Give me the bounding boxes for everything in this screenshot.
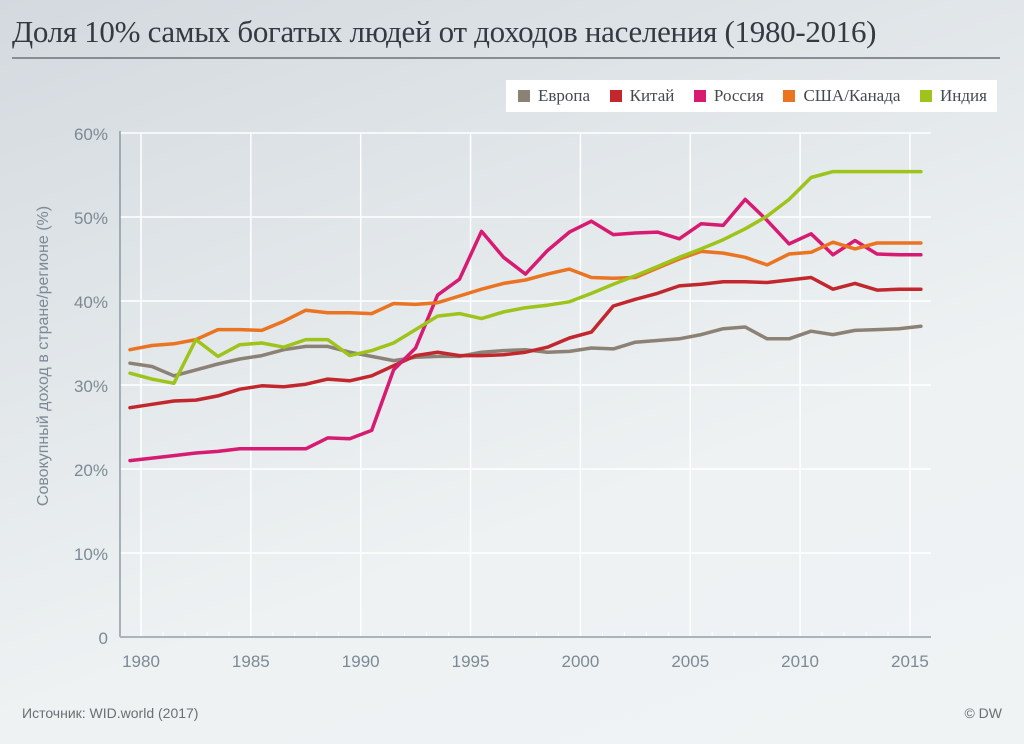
chart-title: Доля 10% самых богатых людей от доходов … [12, 14, 877, 49]
legend-label: Индия [940, 86, 987, 105]
legend-item: Европа [518, 86, 590, 106]
x-tick-label: 1980 [122, 652, 160, 671]
title-underline [12, 57, 1000, 59]
y-tick-label: 60% [74, 125, 108, 144]
x-tick-label: 1990 [342, 652, 380, 671]
y-axis-label: Совокупный доход в стране/регионе (%) [35, 205, 52, 507]
legend: Европа Китай Россия США/Канада Индия [506, 80, 997, 112]
series-line-usa-canada [128, 240, 923, 352]
x-tick-label: 1985 [232, 652, 270, 671]
series-line-india [128, 169, 923, 386]
x-tick-label: 1995 [452, 652, 490, 671]
legend-item: Индия [920, 86, 987, 106]
y-tick-label: 0 [99, 629, 108, 648]
y-tick-label: 10% [74, 545, 108, 564]
y-tick-label: 30% [74, 377, 108, 396]
legend-label: США/Канада [803, 86, 901, 105]
x-tick-label: 2005 [671, 652, 709, 671]
y-tick-label: 40% [74, 293, 108, 312]
legend-swatch [693, 90, 706, 102]
series-line-europe [128, 324, 923, 378]
y-tick-label: 50% [74, 209, 108, 228]
legend-label: Китай [629, 86, 675, 105]
credit: © DW [964, 705, 1002, 721]
legend-swatch [920, 90, 932, 102]
legend-label: Россия [713, 86, 764, 105]
source-note: Источник: WID.world (2017) [22, 705, 199, 721]
legend-item: США/Канада [783, 86, 900, 106]
x-tick-label: 2015 [891, 652, 929, 671]
legend-item: Китай [609, 86, 675, 106]
x-tick-label: 2000 [561, 652, 599, 671]
series-line-russia [128, 197, 923, 463]
legend-item: Россия [693, 86, 764, 106]
y-tick-label: 20% [74, 461, 108, 480]
series-line-china [128, 275, 923, 410]
legend-swatch [518, 90, 530, 102]
legend-swatch [609, 90, 622, 102]
legend-swatch [783, 90, 796, 102]
x-tick-label: 2010 [781, 652, 819, 671]
legend-label: Европа [538, 86, 591, 105]
